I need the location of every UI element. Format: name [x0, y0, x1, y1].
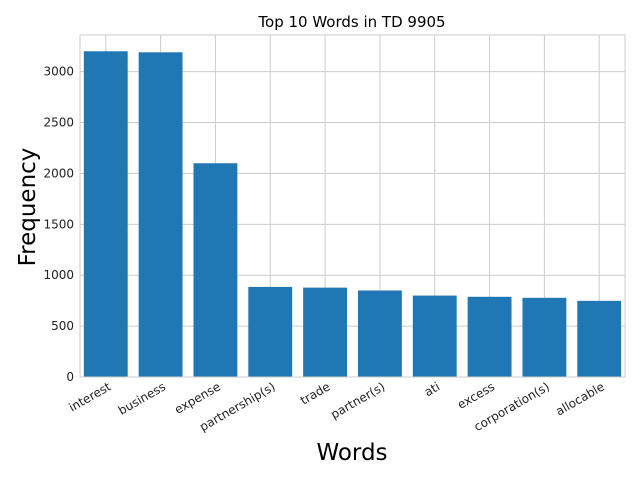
- bar-interest: [83, 51, 128, 378]
- bar-trade: [303, 287, 348, 377]
- y-tick-label: 3000: [43, 65, 74, 79]
- x-axis-label: Words: [316, 440, 387, 466]
- bar-partnership-s: [248, 286, 293, 377]
- bar-corporation-s: [522, 297, 567, 377]
- bar-expense: [193, 163, 238, 377]
- y-tick-label: 0: [66, 370, 74, 384]
- y-tick-label: 1000: [43, 268, 74, 282]
- y-tick-label: 500: [51, 319, 74, 333]
- x-tick-label: trade: [298, 379, 333, 407]
- y-axis-label: Frequency: [15, 148, 41, 267]
- x-tick-label: excess: [455, 379, 497, 411]
- bar-ati: [412, 295, 457, 377]
- bar-partner-s: [357, 290, 402, 377]
- y-tick-label: 1500: [43, 217, 74, 231]
- bar-business: [138, 52, 183, 378]
- x-tick-label: ati: [422, 379, 442, 399]
- x-tick-label: business: [116, 379, 168, 417]
- bar-excess: [467, 296, 512, 377]
- x-tick-label: allocable: [553, 379, 606, 418]
- bar-allocable: [577, 300, 622, 377]
- y-tick-label: 2000: [43, 166, 74, 180]
- chart-title: Top 10 Words in TD 9905: [257, 13, 445, 31]
- x-tick-label: interest: [66, 379, 113, 414]
- y-tick-label: 2500: [43, 116, 74, 130]
- bar-layer: [83, 51, 622, 378]
- x-tick-label: partner(s): [328, 379, 387, 421]
- plot-frame: [79, 34, 626, 378]
